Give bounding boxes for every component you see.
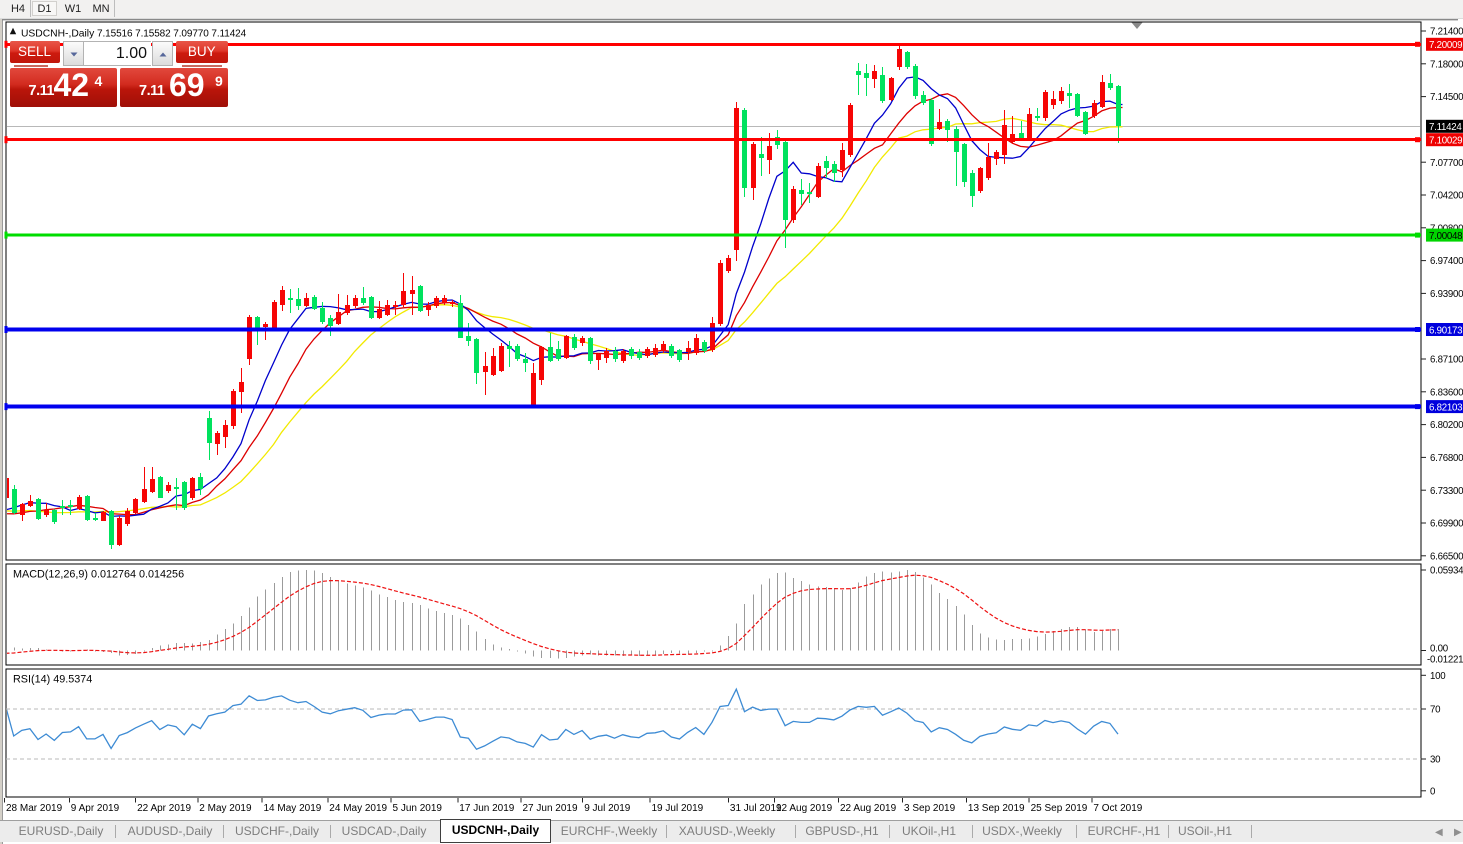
svg-text:70: 70 bbox=[1430, 705, 1441, 716]
svg-text:13 Sep 2019: 13 Sep 2019 bbox=[968, 803, 1025, 814]
svg-text:6.83600: 6.83600 bbox=[1430, 387, 1463, 398]
svg-text:12 Aug 2019: 12 Aug 2019 bbox=[776, 803, 833, 814]
svg-text:19 Jul 2019: 19 Jul 2019 bbox=[652, 803, 704, 814]
svg-text:6.66500: 6.66500 bbox=[1430, 551, 1463, 562]
svg-text:28 Mar 2019: 28 Mar 2019 bbox=[6, 803, 63, 814]
svg-text:0.0593440: 0.0593440 bbox=[1430, 566, 1463, 577]
svg-text:6.69900: 6.69900 bbox=[1430, 519, 1463, 530]
svg-text:24 May 2019: 24 May 2019 bbox=[329, 803, 387, 814]
svg-text:9 Jul 2019: 9 Jul 2019 bbox=[584, 803, 631, 814]
svg-text:100: 100 bbox=[1430, 671, 1446, 682]
svg-text:USDCNH-,Daily: USDCNH-,Daily bbox=[21, 28, 95, 39]
svg-text:22 Aug 2019: 22 Aug 2019 bbox=[840, 803, 897, 814]
svg-text:31 Jul 2019: 31 Jul 2019 bbox=[730, 803, 782, 814]
svg-text:7.14500: 7.14500 bbox=[1430, 92, 1463, 103]
svg-text:14 May 2019: 14 May 2019 bbox=[264, 803, 322, 814]
svg-text:MACD(12,26,9) 0.012764 0.01425: MACD(12,26,9) 0.012764 0.014256 bbox=[13, 569, 184, 581]
svg-text:30: 30 bbox=[1430, 755, 1441, 766]
svg-text:6.76800: 6.76800 bbox=[1430, 453, 1463, 464]
svg-text:7.20009: 7.20009 bbox=[1429, 40, 1462, 51]
svg-text:-0.0122190: -0.0122190 bbox=[1427, 654, 1463, 665]
svg-text:6.80200: 6.80200 bbox=[1430, 420, 1463, 431]
svg-text:27 Jun 2019: 27 Jun 2019 bbox=[523, 803, 578, 814]
svg-text:9 Apr 2019: 9 Apr 2019 bbox=[71, 803, 120, 814]
svg-text:6.82103: 6.82103 bbox=[1429, 402, 1462, 413]
svg-text:6.93900: 6.93900 bbox=[1430, 289, 1463, 300]
svg-text:0: 0 bbox=[1430, 786, 1436, 797]
svg-text:0.00: 0.00 bbox=[1430, 644, 1449, 655]
svg-text:RSI(14) 49.5374: RSI(14) 49.5374 bbox=[13, 674, 92, 686]
svg-text:3 Sep 2019: 3 Sep 2019 bbox=[904, 803, 956, 814]
svg-text:2 May 2019: 2 May 2019 bbox=[199, 803, 252, 814]
svg-text:7.11424: 7.11424 bbox=[1429, 122, 1462, 133]
svg-text:7.04200: 7.04200 bbox=[1430, 191, 1463, 202]
svg-text:6.73300: 6.73300 bbox=[1430, 486, 1463, 497]
svg-text:6.90173: 6.90173 bbox=[1429, 325, 1462, 336]
svg-text:7.10029: 7.10029 bbox=[1429, 136, 1462, 147]
svg-text:22 Apr 2019: 22 Apr 2019 bbox=[137, 803, 191, 814]
svg-text:6.97400: 6.97400 bbox=[1430, 256, 1463, 267]
svg-text:7.21400: 7.21400 bbox=[1430, 27, 1463, 38]
svg-text:25 Sep 2019: 25 Sep 2019 bbox=[1031, 803, 1088, 814]
svg-text:7.07700: 7.07700 bbox=[1430, 158, 1463, 169]
svg-text:17 Jun 2019: 17 Jun 2019 bbox=[459, 803, 514, 814]
svg-text:5 Jun 2019: 5 Jun 2019 bbox=[393, 803, 443, 814]
svg-text:6.87100: 6.87100 bbox=[1430, 355, 1463, 366]
svg-text:7.00048: 7.00048 bbox=[1429, 231, 1462, 242]
svg-text:7.15516 7.15582 7.09770 7.1142: 7.15516 7.15582 7.09770 7.11424 bbox=[97, 28, 247, 39]
svg-text:7.18000: 7.18000 bbox=[1430, 59, 1463, 70]
svg-text:7 Oct 2019: 7 Oct 2019 bbox=[1093, 803, 1142, 814]
